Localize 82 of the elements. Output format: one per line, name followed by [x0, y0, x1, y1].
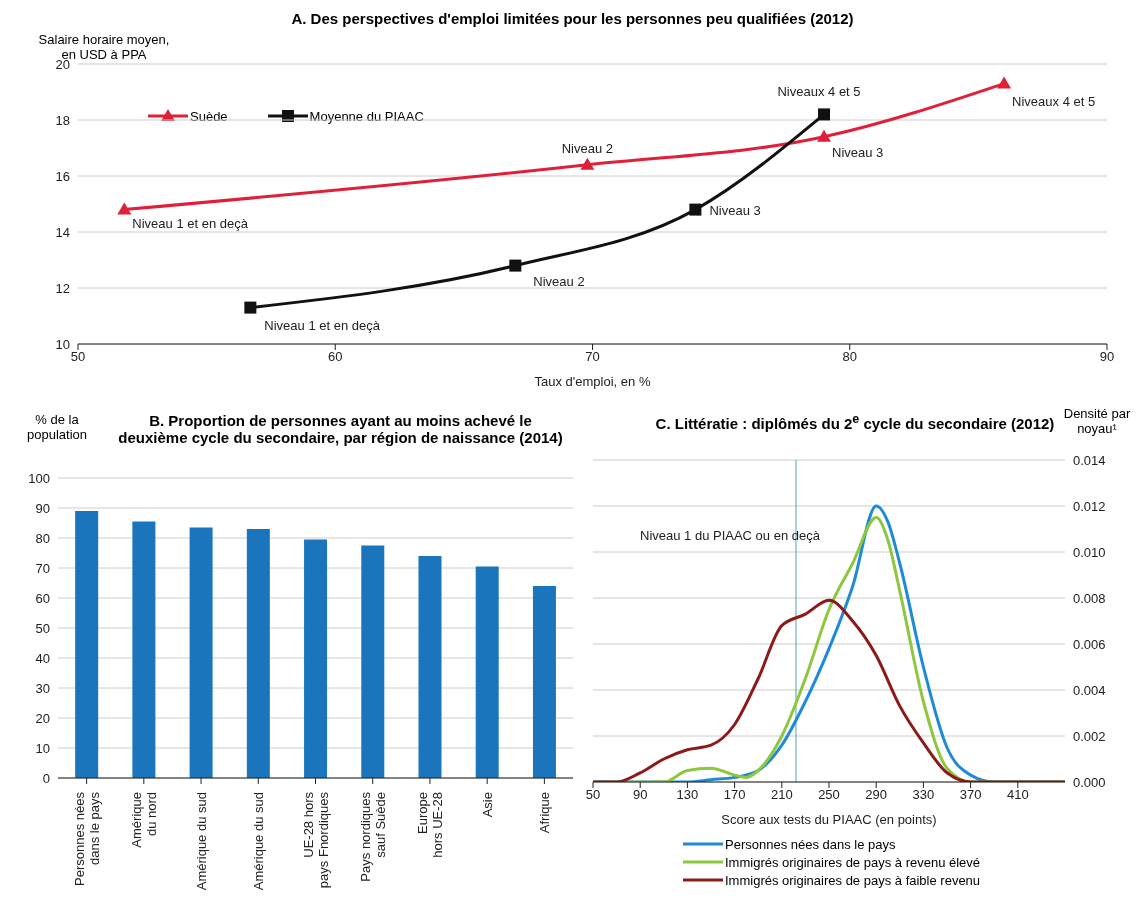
y2-tick-label: 0.000: [1073, 774, 1106, 790]
chart-title: B. Proportion de personnes ayant au moins achevé le deuxième cycle du secondaire, par région de naissance (2014): [118, 412, 563, 446]
bar: [475, 566, 499, 778]
y-axis-title: % de la population: [26, 412, 88, 442]
bar: [75, 511, 99, 778]
bar: [532, 586, 556, 778]
x-tick-label: Amérique du sud: [250, 792, 266, 891]
y2-tick-label: 0.006: [1073, 636, 1106, 652]
y-tick-label: 20: [35, 710, 50, 726]
x-tick-label: 130: [676, 787, 699, 803]
y-tick-label: 60: [35, 590, 50, 606]
y-tick-label: 16: [55, 168, 70, 184]
y-tick-label: 12: [55, 280, 70, 296]
x-tick-label: 90: [632, 787, 648, 803]
y-tick-label: 0: [42, 770, 50, 786]
y-tick-label: 90: [35, 500, 50, 516]
annotation: Niveau 2: [561, 140, 614, 156]
bar: [132, 521, 156, 778]
y-tick-label: 18: [55, 112, 70, 128]
y-tick-label: 70: [35, 560, 50, 576]
y-tick-label: 50: [35, 620, 50, 636]
y2-tick-label: 0.004: [1073, 682, 1106, 698]
annotation: Niveau 3: [709, 202, 761, 218]
y-tick-label: 100: [28, 470, 50, 486]
x-tick-label: 410: [1006, 787, 1029, 803]
annotation: Niveaux 4 et 5: [777, 84, 861, 100]
x-tick-label: UE-28 hors pays Fnordiques: [300, 791, 331, 889]
x-tick-label: 70: [585, 349, 600, 365]
x-tick-label: 80: [842, 349, 857, 365]
bar: [418, 556, 442, 778]
y-tick-label: 40: [35, 650, 50, 666]
annotation: Niveau 1 et en deçà: [132, 215, 249, 231]
x-tick-label: 90: [1099, 349, 1115, 365]
x-tick-label: 250: [818, 787, 840, 803]
point: [817, 129, 832, 142]
annotation: Niveaux 4 et 5: [1012, 93, 1096, 109]
ref-line-label: Niveau 1 du PIAAC ou en deçà: [640, 528, 821, 543]
x-tick-label: 330: [912, 787, 935, 803]
x-axis-title: Score aux tests du PIAAC (en points): [721, 812, 937, 827]
legend-label: Immigrés originaires de pays à revenu élevé: [725, 854, 981, 870]
x-tick-label: Amérique du sud: [193, 792, 209, 891]
annotation: Niveau 1 et en deçà: [264, 317, 381, 333]
x-tick-label: Asie: [479, 792, 495, 818]
annotation: Niveau 3: [832, 144, 884, 160]
y-tick-label: 10: [55, 336, 70, 352]
bar: [189, 527, 213, 778]
x-tick-label: 50: [585, 787, 601, 803]
point: [509, 259, 522, 272]
x-axis-title: Taux d'emploi, en %: [534, 374, 651, 389]
annotation: Niveau 2: [533, 273, 585, 289]
legend-label: Immigrés originaires de pays à faible revenu: [725, 872, 981, 888]
x-tick-label: Afrique: [536, 792, 552, 834]
x-tick-label: 290: [865, 787, 888, 803]
x-tick-label: 170: [723, 787, 746, 803]
x-tick-label: 50: [70, 349, 86, 365]
legend-label: Moyenne du PIAAC: [309, 108, 424, 124]
y-tick-label: 14: [55, 224, 70, 240]
y2-tick-label: 0.010: [1073, 544, 1106, 560]
x-tick-label: 370: [959, 787, 982, 803]
bar: [304, 539, 328, 778]
y2-tick-label: 0.014: [1073, 452, 1106, 468]
x-tick-label: Personnes nées dans le pays: [71, 791, 102, 886]
y2-tick-label: 0.008: [1073, 590, 1106, 606]
chart-title: C. Littératie : diplômés du 2$^{e}$ cycle du secondaire (2012): [655, 412, 1055, 432]
point: [689, 203, 702, 216]
point: [997, 76, 1012, 89]
x-tick-label: 60: [328, 349, 343, 365]
point: [580, 157, 595, 170]
point: [818, 108, 831, 121]
bar: [246, 529, 270, 778]
y-tick-label: 80: [35, 530, 50, 546]
y2-tick-label: 0.002: [1073, 728, 1106, 744]
legend-label: Suède: [190, 108, 228, 124]
chart-title: A. Des perspectives d'emploi limitées pour les personnes peu qualifiées (2012): [291, 10, 854, 27]
y-tick-label: 30: [35, 680, 50, 696]
point: [117, 202, 132, 215]
y-tick-label: 10: [35, 740, 50, 756]
bar: [361, 545, 385, 778]
point: [244, 301, 257, 314]
y2-tick-label: 0.012: [1073, 498, 1106, 514]
x-tick-label: 210: [770, 787, 793, 803]
y2-axis-title: Densité par noyau¹: [1062, 406, 1132, 436]
